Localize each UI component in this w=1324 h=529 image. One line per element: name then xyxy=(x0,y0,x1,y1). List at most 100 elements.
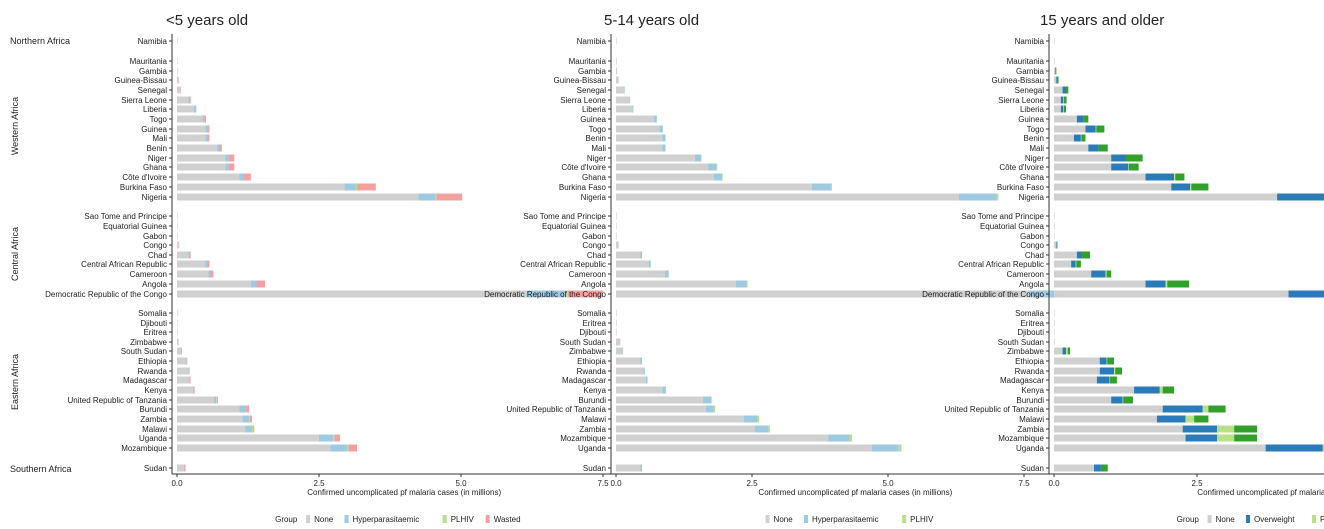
bar-segment-none xyxy=(1054,105,1061,113)
legend: GroupNoneOverweightPLHIVPregnant xyxy=(1177,515,1324,524)
bar-segment-plhiv xyxy=(1159,386,1163,394)
bar-segment-none xyxy=(177,144,217,152)
bar-segment-none xyxy=(1054,96,1061,104)
bar-segment-none xyxy=(616,96,630,104)
bar-segment-none xyxy=(616,319,617,327)
bar-segment-none xyxy=(177,105,195,113)
legend-label: None xyxy=(1216,515,1236,524)
bar-segment-wasted xyxy=(178,76,179,84)
bar-segment-hyperparasitaemic xyxy=(811,183,831,191)
bar-segment-none xyxy=(1054,241,1057,249)
bar-segment-none xyxy=(177,376,190,384)
bar-segment-plhiv xyxy=(1106,357,1108,365)
country-label: Benin xyxy=(1024,134,1044,143)
bar-segment-none xyxy=(177,270,209,278)
bar-segment-hyperparasitaemic xyxy=(622,347,624,355)
bar-segment-none xyxy=(177,290,527,298)
bar-segment-wasted xyxy=(348,444,358,452)
country-label: Congo xyxy=(1020,241,1044,250)
bar-segment-hyperparasitaemic xyxy=(239,405,247,413)
country-label: United Republic of Tanzania xyxy=(945,405,1045,414)
country-label: Mauritania xyxy=(1007,57,1045,66)
bar-segment-none xyxy=(616,434,829,442)
bar-segment-none xyxy=(177,309,178,317)
bar-segment-none xyxy=(616,144,663,152)
country-label: Namibia xyxy=(577,37,607,46)
bar-segment-wasted xyxy=(249,415,252,423)
bar-segment-hyperparasitaemic xyxy=(418,193,436,201)
bar-segment-none xyxy=(177,405,240,413)
country-label: Angola xyxy=(142,280,167,289)
country-label: Burundi xyxy=(1016,396,1044,405)
country-label: Cameroon xyxy=(130,270,167,279)
country-label: Togo xyxy=(150,115,168,124)
bar-segment-pregnant xyxy=(1055,67,1057,75)
bar-segment-none xyxy=(1054,173,1146,181)
bar-segment-overweight xyxy=(1099,357,1107,365)
region-label: Western Africa xyxy=(10,97,20,155)
country-label: Guinea-Bissau xyxy=(115,76,167,85)
bar-segment-none xyxy=(177,173,240,181)
bar-segment-none xyxy=(616,76,619,84)
x-axis-label: Confirmed uncomplicated pf malaria cases… xyxy=(307,488,501,497)
country-label: Mali xyxy=(152,134,167,143)
bar-segment-plhiv xyxy=(757,415,760,423)
bar-segment-none xyxy=(616,212,617,220)
bar-segment-pregnant xyxy=(1056,241,1058,249)
country-label: Kenya xyxy=(1021,386,1044,395)
bar-segment-hyperparasitaemic xyxy=(245,425,252,433)
country-label: Sierra Leone xyxy=(998,96,1044,105)
bar-segment-none xyxy=(177,154,226,162)
bar-segment-none xyxy=(1054,396,1112,404)
bar-segment-overweight xyxy=(1182,425,1218,433)
country-label: Sao Tome and Principe xyxy=(84,212,167,221)
country-label: Eritrea xyxy=(582,319,606,328)
bar-segment-plhiv xyxy=(898,444,902,452)
country-label: United Republic of Tanzania xyxy=(68,396,168,405)
country-label: Gambia xyxy=(578,67,607,76)
bar-segment-hyperparasitaemic xyxy=(713,173,723,181)
country-label: Eritrea xyxy=(143,328,167,337)
bar-segment-overweight xyxy=(1062,347,1067,355)
bar-segment-plhiv xyxy=(1128,163,1129,171)
bar-segment-plhiv xyxy=(996,193,999,201)
bar-segment-none xyxy=(616,260,649,268)
bar-segment-none xyxy=(1054,280,1146,288)
bar-segment-hyperparasitaemic xyxy=(189,376,191,384)
bar-segment-overweight xyxy=(1071,260,1076,268)
bar-segment-overweight xyxy=(1085,125,1096,133)
bar-segment-overweight xyxy=(1062,86,1067,94)
bar-segment-wasted xyxy=(567,290,603,298)
bar-segment-none xyxy=(177,425,246,433)
bar-segment-none xyxy=(177,86,180,94)
bar-segment-none xyxy=(1054,212,1055,220)
country-label: Central African Republic xyxy=(81,260,167,269)
bar-segment-hyperparasitaemic xyxy=(330,444,348,452)
bar-segment-hyperparasitaemic xyxy=(743,415,758,423)
bar-segment-none xyxy=(616,241,619,249)
bar-segment-overweight xyxy=(1091,270,1106,278)
bar-segment-plhiv xyxy=(1114,367,1116,375)
bar-segment-plhiv xyxy=(1109,376,1111,384)
bar-segment-plhiv xyxy=(347,444,349,452)
bar-segment-none xyxy=(1054,319,1055,327)
bar-segment-overweight xyxy=(1185,434,1218,442)
country-label: Gabon xyxy=(143,232,167,241)
bar-segment-plhiv xyxy=(249,415,250,423)
bar-segment-plhiv xyxy=(768,425,770,433)
bar-segment-wasted xyxy=(204,115,206,123)
bar-segment-none xyxy=(1054,464,1095,472)
country-label: Côte d'Ivoire xyxy=(561,163,606,172)
country-label: Sudan xyxy=(583,464,606,473)
legend-title: Group xyxy=(275,515,298,524)
country-label: Sao Tome and Principe xyxy=(523,212,606,221)
country-label: Angola xyxy=(581,280,606,289)
panel-3: 15 years and older Namibia MauritaniaGambi… xyxy=(922,12,1324,524)
bar-segment-none xyxy=(616,280,736,288)
bar-segment-hyperparasitaemic xyxy=(208,270,211,278)
bar-segment-none xyxy=(1054,376,1097,384)
country-label: Democratic Republic of the Congo xyxy=(484,290,606,299)
bar-segment-none xyxy=(616,357,641,365)
country-label: Zimbabwe xyxy=(1007,347,1044,356)
region-label: Northern Africa xyxy=(10,36,70,46)
